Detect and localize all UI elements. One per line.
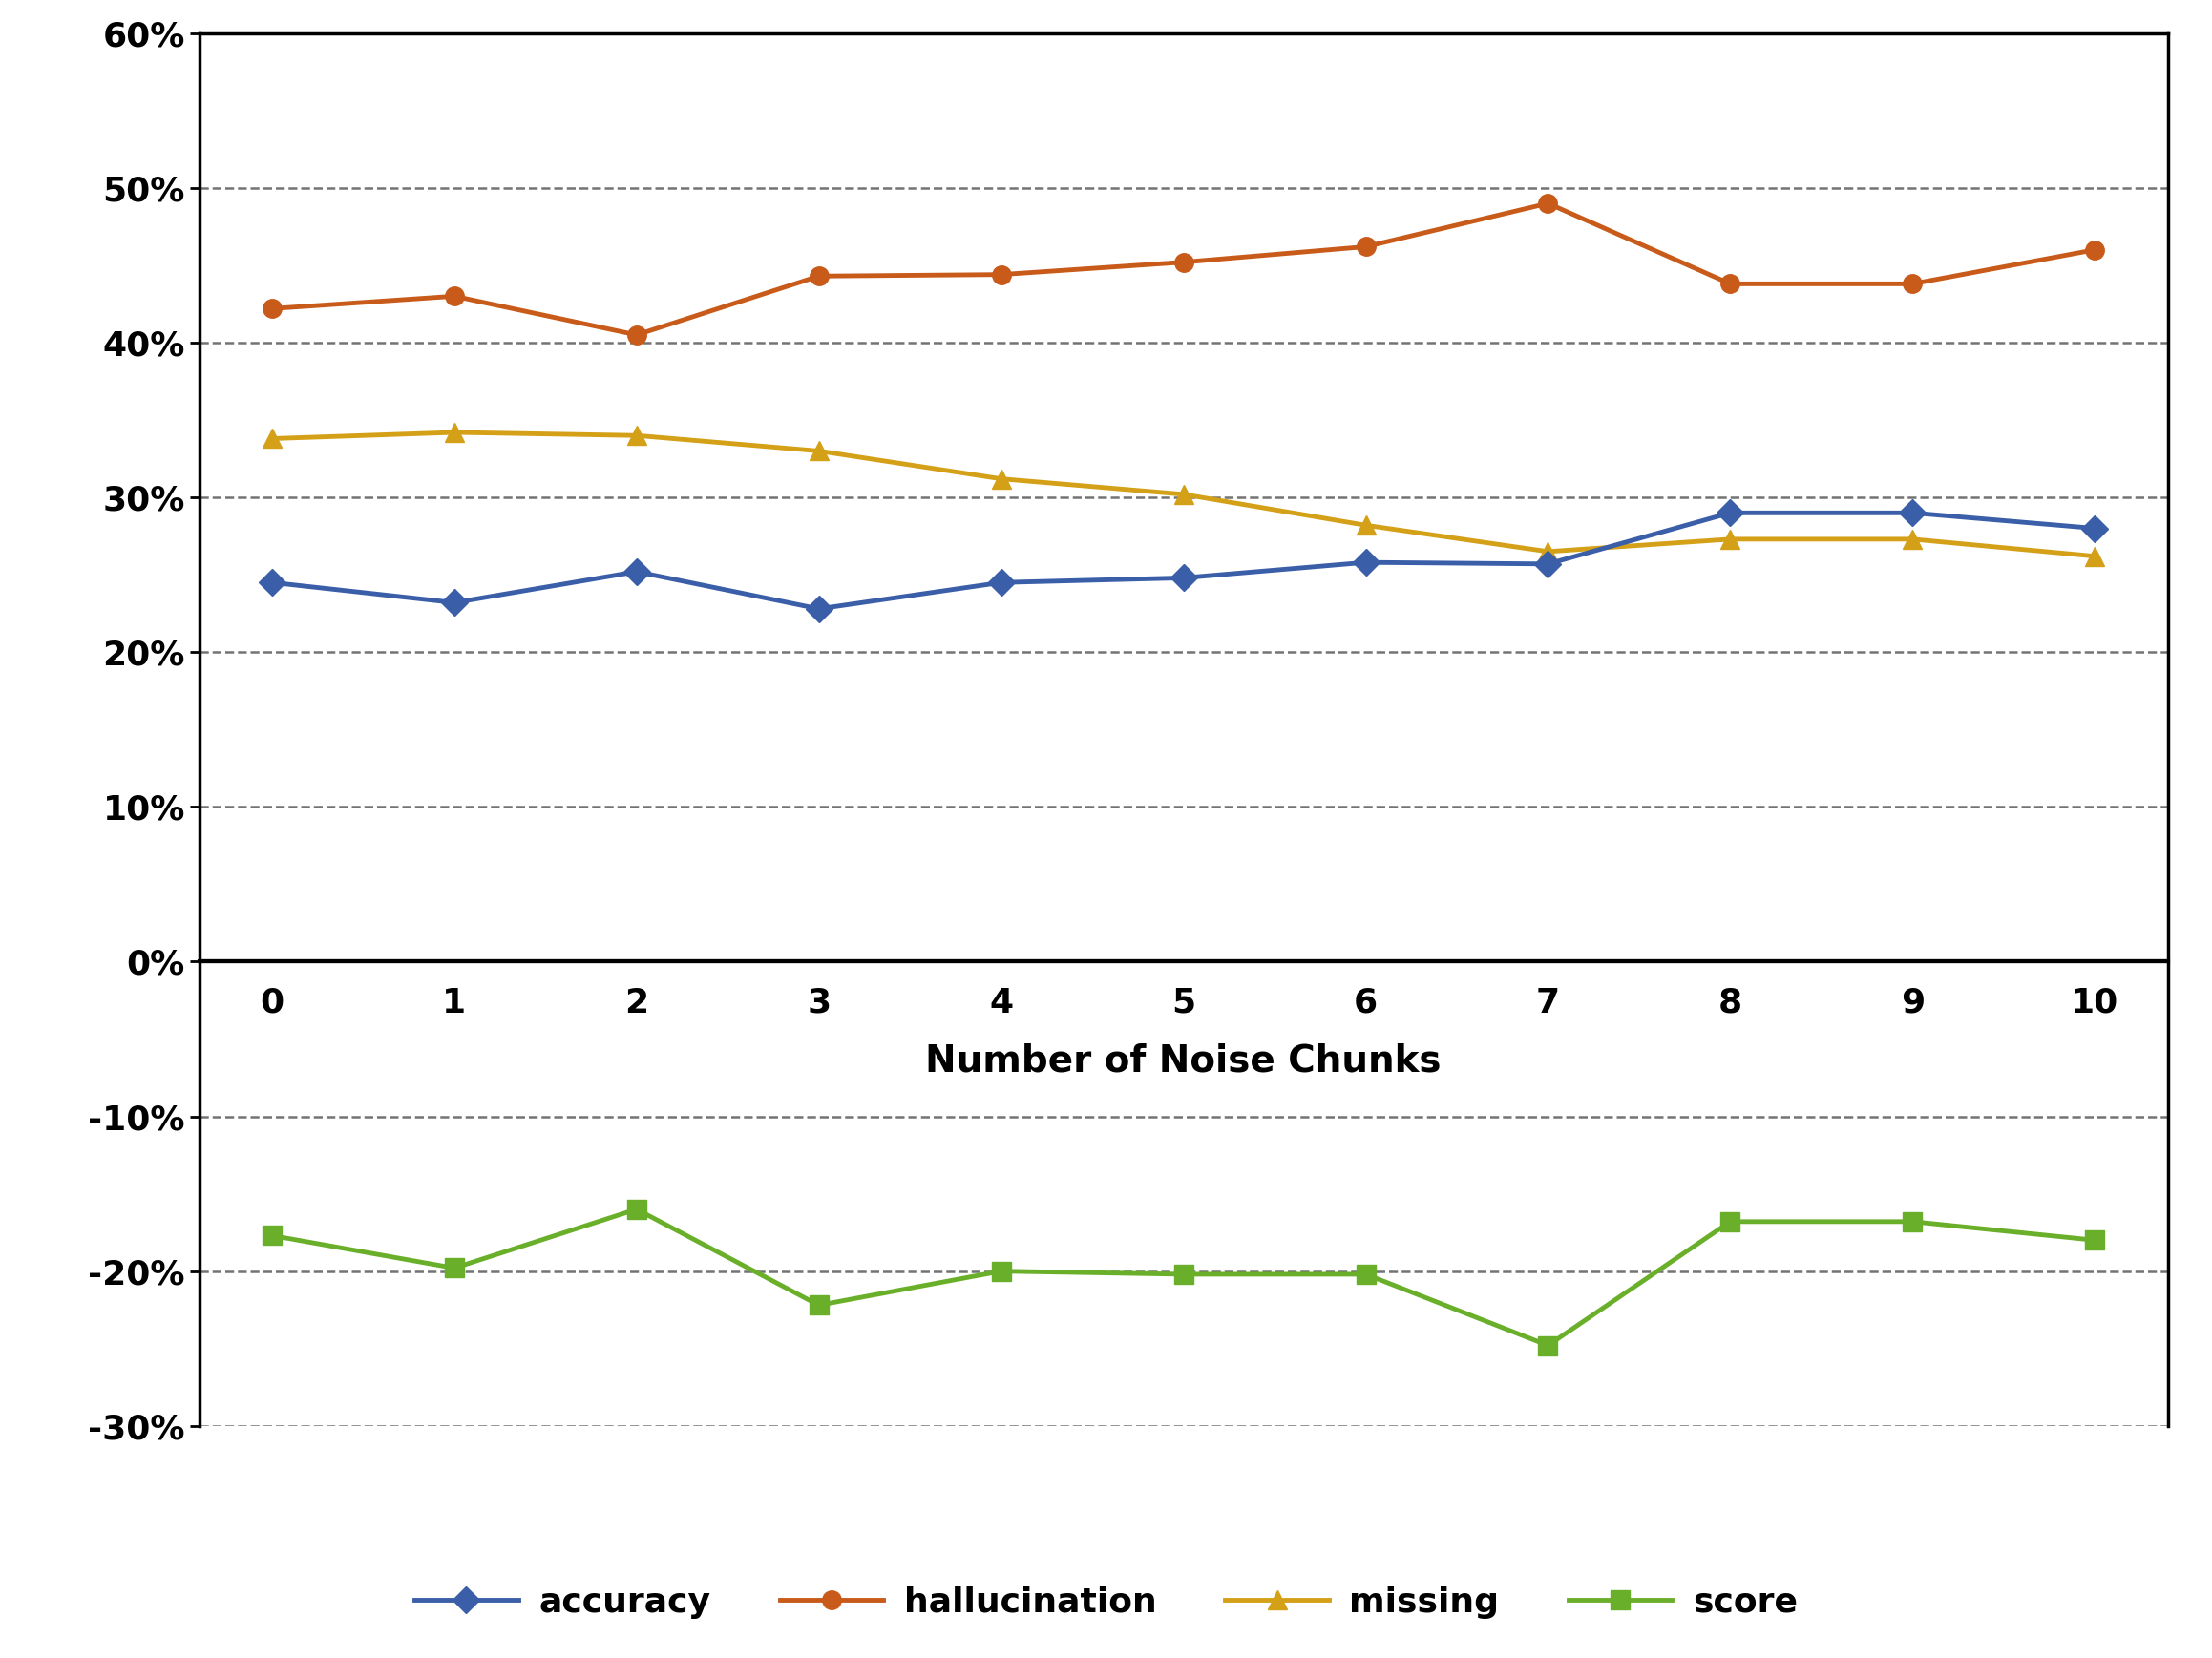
Legend: accuracy, hallucination, missing, score: accuracy, hallucination, missing, score (400, 1572, 1812, 1633)
X-axis label: Number of Noise Chunks: Number of Noise Chunks (925, 1043, 1442, 1079)
